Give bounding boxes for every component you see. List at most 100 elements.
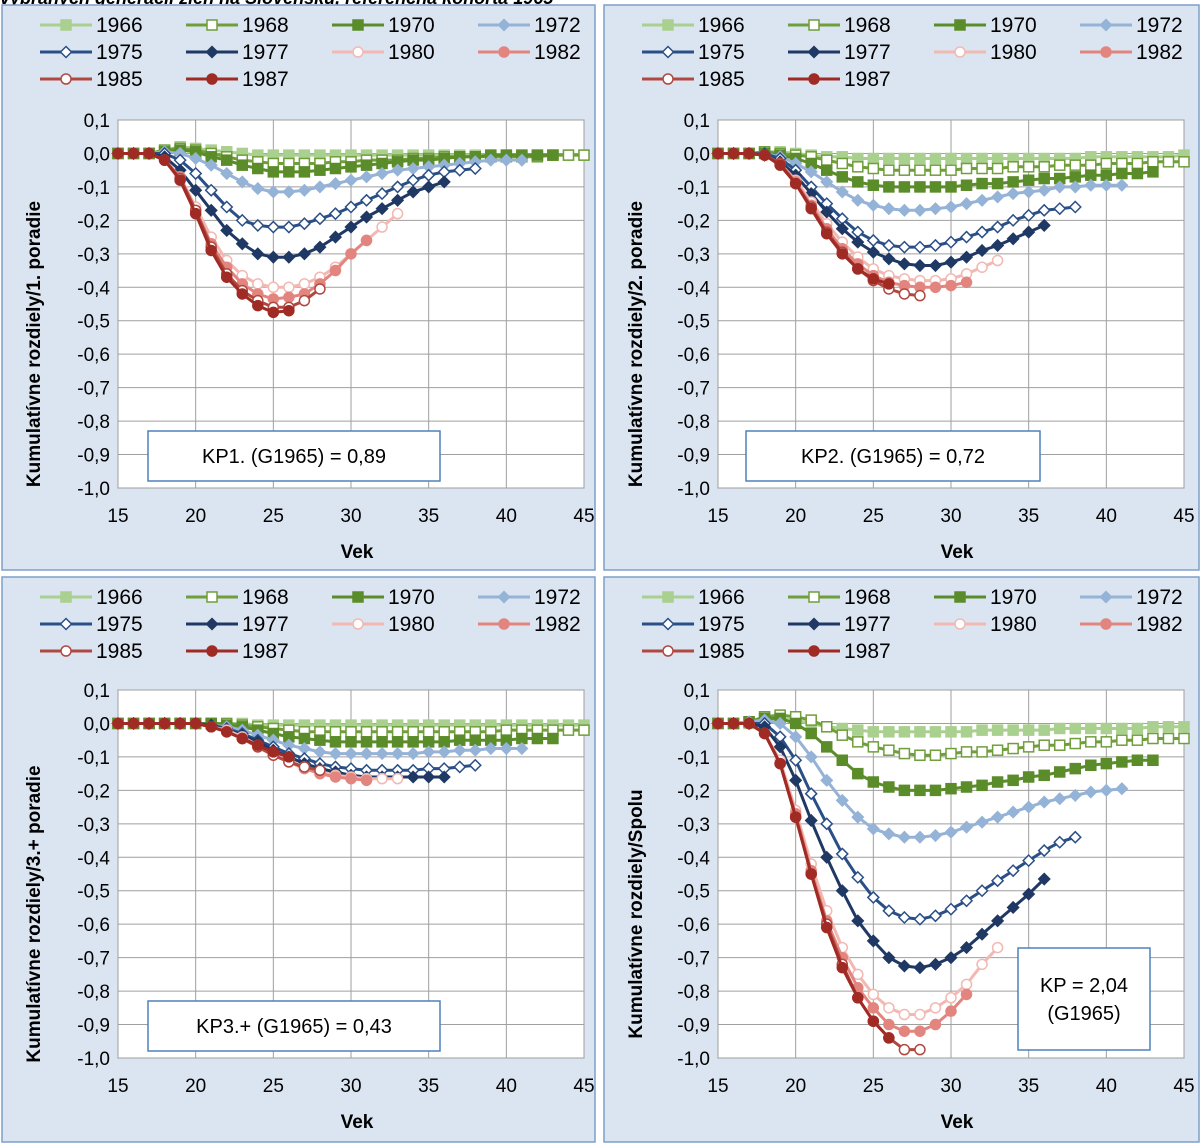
x-tick-label: 45 xyxy=(1173,506,1194,527)
marker-c3-s9-p2 xyxy=(743,717,755,730)
marker-c3-s2-p8 xyxy=(836,754,849,767)
marker-c3-s7-p13 xyxy=(914,1025,926,1037)
legend-label: 1972 xyxy=(534,14,581,37)
marker-c3-s2-p16 xyxy=(960,781,973,793)
y-tick-label: -0,6 xyxy=(77,915,110,936)
marker-c1-s1-p10 xyxy=(867,162,880,175)
marker-c3-s4-p18 xyxy=(991,874,1005,888)
marker-c3-s7-p15 xyxy=(945,1005,957,1017)
marker-c3-s1-p6 xyxy=(805,714,817,726)
marker-c3-s3-p6 xyxy=(804,750,818,764)
marker-c3-s5-p8 xyxy=(835,884,849,898)
marker-c0-s2-p27 xyxy=(531,149,544,161)
marker-c1-s4-p16 xyxy=(959,230,974,244)
x-tick-label: 40 xyxy=(496,506,517,527)
marker-c3-s1-p20 xyxy=(1022,741,1035,753)
marker-c3-s5-p6 xyxy=(804,813,818,828)
marker-c1-s3-p22 xyxy=(1053,180,1067,194)
legend-label: 1966 xyxy=(96,14,143,37)
x-tick-label: 45 xyxy=(573,506,594,527)
marker-c0-s3-p17 xyxy=(375,166,389,181)
marker-c1-s1-p28 xyxy=(1147,156,1159,168)
marker-c0-s9-p7 xyxy=(220,271,233,283)
marker-c2-s5-p21 xyxy=(437,770,451,784)
marker-c0-s3-p12 xyxy=(297,183,311,197)
marker-c2-s1-p17 xyxy=(376,726,388,738)
y-tick-label: -0,4 xyxy=(677,278,710,299)
x-tick-label: 35 xyxy=(418,506,439,527)
legend-label: 1972 xyxy=(534,586,581,609)
x-tick-label: 45 xyxy=(573,1076,594,1097)
marker-c3-s0-p12 xyxy=(898,726,911,738)
marker-c3-s0-p25 xyxy=(1100,722,1113,735)
marker-c1-s5-p9 xyxy=(851,235,865,249)
marker-c0-s4-p10 xyxy=(266,220,280,234)
marker-c2-slegend-p7 xyxy=(498,618,510,630)
x-axis-title: Vek xyxy=(341,1112,374,1133)
marker-c2-s9-p8 xyxy=(236,732,249,745)
x-tick-label: 20 xyxy=(785,1076,806,1097)
marker-c1-s3-p20 xyxy=(1022,185,1036,199)
legend-label: 1977 xyxy=(844,613,891,636)
marker-c3-s0-p10 xyxy=(867,726,880,738)
marker-c1-s1-p7 xyxy=(820,154,833,166)
marker-c2-s9-p1 xyxy=(127,717,140,730)
marker-c1-s9-p9 xyxy=(852,263,864,275)
y-tick-label: 0,1 xyxy=(684,111,710,132)
marker-c2-slegend-p4 xyxy=(59,617,73,631)
marker-c0-s5-p18 xyxy=(391,193,405,207)
marker-c0-s3-p11 xyxy=(282,185,296,199)
marker-c2-s6-p17 xyxy=(376,772,388,785)
legend-item-1972: 1972 xyxy=(478,586,581,609)
marker-c1-s4-p11 xyxy=(882,238,896,253)
legend-item-1982: 1982 xyxy=(478,613,581,636)
y-tick-label: -1,0 xyxy=(77,479,110,500)
y-tick-label: -0,1 xyxy=(77,178,110,199)
marker-c3-s4-p23 xyxy=(1068,830,1082,844)
marker-c1-s1-p19 xyxy=(1007,161,1019,173)
marker-c3-slegend-p5 xyxy=(807,617,821,631)
marker-c3-slegend-p0 xyxy=(662,591,674,603)
marker-c2-slegend-p1 xyxy=(206,591,218,603)
marker-c3-s2-p26 xyxy=(1116,756,1128,768)
marker-c3-s4-p14 xyxy=(928,909,943,923)
marker-c3-s3-p5 xyxy=(789,730,803,744)
marker-c1-s2-p7 xyxy=(820,164,833,176)
marker-c2-s3-p19 xyxy=(406,747,420,761)
marker-c1-s2-p14 xyxy=(929,181,942,193)
y-tick-label: -0,2 xyxy=(77,211,110,232)
marker-c1-s3-p23 xyxy=(1068,180,1082,194)
y-tick-label: -0,5 xyxy=(677,312,710,333)
marker-c0-s3-p9 xyxy=(251,182,265,196)
legend-label: 1975 xyxy=(96,41,143,64)
legend-label: 1968 xyxy=(844,14,891,37)
marker-c3-s3-p8 xyxy=(835,793,849,807)
marker-c0-s4-p7 xyxy=(220,200,234,214)
marker-c3-s5-p13 xyxy=(913,961,927,975)
marker-c0-slegend-p1 xyxy=(206,19,218,31)
marker-c1-s9-p0 xyxy=(712,147,724,160)
legend-item-1970: 1970 xyxy=(332,586,435,609)
x-tick-label: 15 xyxy=(107,506,128,527)
marker-c1-slegend-p4 xyxy=(661,45,675,59)
marker-c3-s4-p8 xyxy=(835,847,849,861)
marker-c3-s4-p20 xyxy=(1022,854,1036,868)
marker-c1-s2-p20 xyxy=(1022,174,1035,186)
marker-c3-s3-p24 xyxy=(1084,785,1098,799)
marker-c3-s3-p16 xyxy=(959,820,974,834)
y-tick-label: -0,9 xyxy=(77,1016,110,1037)
marker-c2-s9-p3 xyxy=(158,717,171,730)
x-tick-label: 15 xyxy=(707,1076,728,1097)
marker-c2-s9-p9 xyxy=(252,739,264,751)
marker-c1-s2-p28 xyxy=(1147,166,1159,178)
x-tick-label: 40 xyxy=(496,1076,517,1097)
marker-c3-s1-p21 xyxy=(1038,739,1050,751)
legend-label: 1982 xyxy=(534,41,581,64)
marker-c2-s1-p16 xyxy=(360,726,373,738)
marker-c2-s2-p15 xyxy=(345,736,357,748)
marker-c3-s2-p17 xyxy=(976,779,988,792)
marker-c1-s4-p22 xyxy=(1053,202,1067,216)
marker-c2-s4-p22 xyxy=(453,760,467,774)
marker-c1-s4-p15 xyxy=(944,235,958,249)
